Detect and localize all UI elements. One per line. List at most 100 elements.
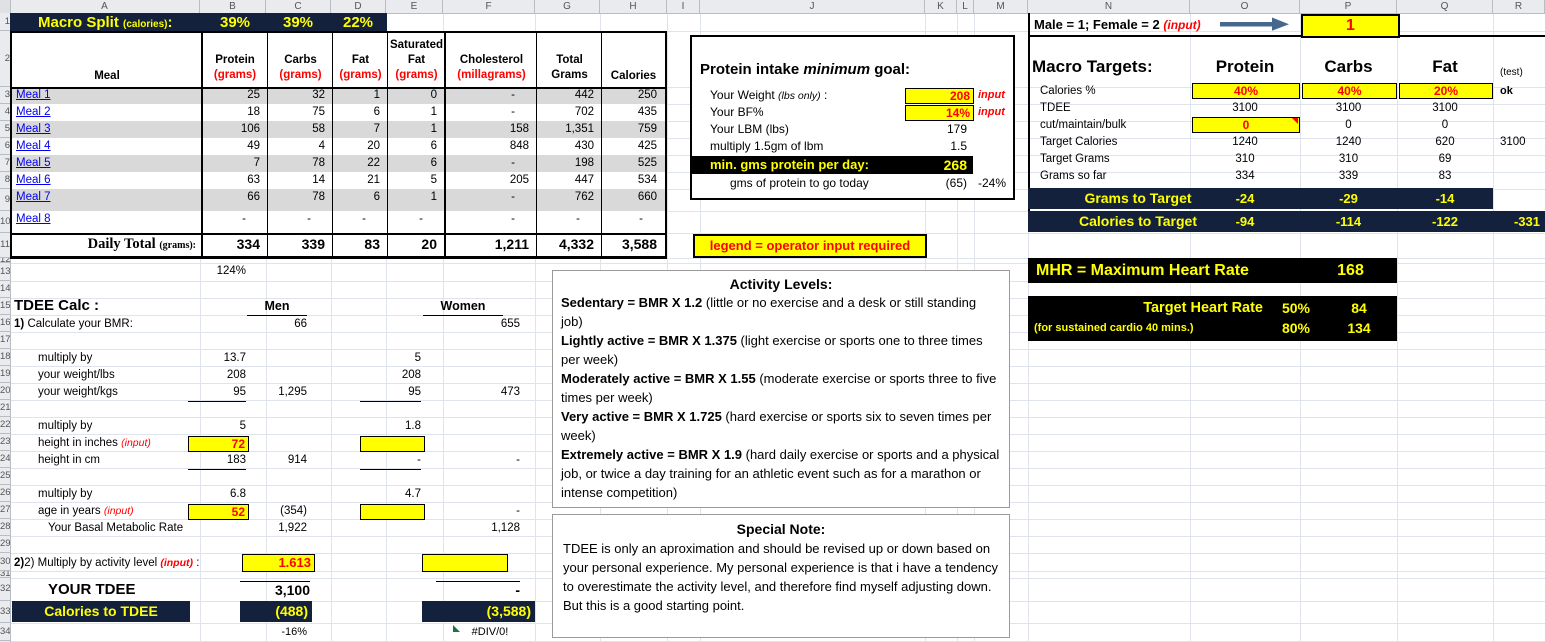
row-header-25[interactable]: 25 <box>0 468 10 485</box>
column-header-R[interactable]: R <box>1493 0 1545 13</box>
pct-of-goal: 124% <box>216 265 246 277</box>
grid-line <box>1397 13 1398 642</box>
column-header-P[interactable]: P <box>1300 0 1397 13</box>
tdee-row-value: 5 <box>239 420 246 432</box>
row-header-20[interactable]: 20 <box>0 383 10 400</box>
special-note-box: Special Note: TDEE is only an aproximati… <box>552 514 1010 638</box>
height-inches-input-women[interactable] <box>360 436 425 452</box>
grid-line <box>10 211 1545 212</box>
row-header-1[interactable]: 1 <box>0 13 10 31</box>
column-header-J[interactable]: J <box>700 0 925 13</box>
row-header-30[interactable]: 30 <box>0 553 10 571</box>
grid-line <box>331 13 332 642</box>
row-header-26[interactable]: 26 <box>0 485 10 502</box>
column-header-H[interactable]: H <box>600 0 667 13</box>
column-header-G[interactable]: G <box>535 0 600 13</box>
column-header-I[interactable]: I <box>667 0 700 13</box>
column-header-N[interactable]: N <box>1028 0 1190 13</box>
thr-bpm-84: 84 <box>1351 300 1367 316</box>
min-protein-value: 268 <box>943 157 967 173</box>
row-header-15[interactable]: 15 <box>0 298 10 315</box>
legend-box: legend = operator input required <box>693 234 927 258</box>
weight-input[interactable]: 208 <box>905 88 974 104</box>
meal-calories-cell: 250 <box>637 89 657 101</box>
row-header-21[interactable]: 21 <box>0 400 10 417</box>
row-header-33[interactable]: 33 <box>0 601 10 623</box>
row-header-16[interactable]: 16 <box>0 315 10 332</box>
column-header-C[interactable]: C <box>266 0 331 13</box>
meal-link[interactable]: Meal 6 <box>16 174 51 186</box>
meal-protein-cell: 7 <box>253 157 260 169</box>
column-header-K[interactable]: K <box>925 0 957 13</box>
age-input-women[interactable] <box>360 504 425 520</box>
grams-to-target-fat: -14 <box>1435 191 1455 206</box>
row-header-28[interactable]: 28 <box>0 519 10 536</box>
row-header-32[interactable]: 32 <box>0 578 10 601</box>
row-header-29[interactable]: 29 <box>0 536 10 553</box>
calories-pct-protein-input[interactable]: 40% <box>1192 83 1300 99</box>
row-header-11[interactable]: 11 <box>0 233 10 258</box>
column-header-L[interactable]: L <box>957 0 974 13</box>
row-header-19[interactable]: 19 <box>0 366 10 383</box>
row-header-strip: 1234567891011121314151617181920212223242… <box>0 13 11 642</box>
row-header-27[interactable]: 27 <box>0 502 10 519</box>
tdee-row-value: 95 <box>188 384 246 402</box>
select-all-corner[interactable] <box>0 0 11 13</box>
column-header-B[interactable]: B <box>200 0 266 13</box>
meal-carbs-cell: 14 <box>312 174 325 186</box>
height-inches-input[interactable]: 72 <box>188 436 249 452</box>
thr-sub-label: (for sustained cardio 40 mins.) <box>1034 322 1194 334</box>
row-header-34[interactable]: 34 <box>0 623 10 641</box>
calories-to-target-fat: -122 <box>1431 214 1459 229</box>
column-header-A[interactable]: A <box>10 0 200 13</box>
column-header-D[interactable]: D <box>331 0 386 13</box>
meal-link[interactable]: Meal 7 <box>16 191 51 203</box>
column-header-Q[interactable]: Q <box>1397 0 1493 13</box>
row-header-6[interactable]: 6 <box>0 138 10 155</box>
column-header-F[interactable]: F <box>443 0 535 13</box>
row-header-4[interactable]: 4 <box>0 104 10 121</box>
row-header-14[interactable]: 14 <box>0 281 10 298</box>
meal-fat-cell: - <box>362 213 366 225</box>
tdee-row-value: (354) <box>280 505 307 517</box>
row-header-5[interactable]: 5 <box>0 121 10 138</box>
activity-level-input-women[interactable] <box>422 554 508 572</box>
row-header-13[interactable]: 13 <box>0 263 10 281</box>
row-header-2[interactable]: 2 <box>0 31 10 87</box>
meal-link[interactable]: Meal 4 <box>16 140 51 152</box>
row-header-12[interactable]: 12 <box>0 258 10 263</box>
column-header-O[interactable]: O <box>1190 0 1300 13</box>
daily-total-carbs: 339 <box>301 236 325 252</box>
macro-split-colon: : <box>167 14 173 31</box>
mhr-label: MHR = Maximum Heart Rate <box>1036 262 1249 279</box>
row-header-23[interactable]: 23 <box>0 434 10 451</box>
calories-pct-fat-input[interactable]: 20% <box>1399 83 1493 99</box>
row-header-22[interactable]: 22 <box>0 417 10 434</box>
meal-link[interactable]: Meal 8 <box>16 213 51 225</box>
meal-link[interactable]: Meal 2 <box>16 106 51 118</box>
row-header-10[interactable]: 10 <box>0 211 10 233</box>
meal-total_grams-cell: 702 <box>574 106 594 118</box>
meal-link[interactable]: Meal 1 <box>16 89 51 101</box>
gender-input[interactable]: 1 <box>1301 14 1400 38</box>
row-header-31[interactable]: 31 <box>0 571 10 578</box>
row-header-3[interactable]: 3 <box>0 87 10 104</box>
row-header-24[interactable]: 24 <box>0 451 10 468</box>
age-input[interactable]: 52 <box>188 504 249 520</box>
row-header-7[interactable]: 7 <box>0 155 10 172</box>
row-header-18[interactable]: 18 <box>0 349 10 366</box>
column-header-M[interactable]: M <box>974 0 1028 13</box>
row-header-8[interactable]: 8 <box>0 172 10 189</box>
meal-link[interactable]: Meal 5 <box>16 157 51 169</box>
bf-input[interactable]: 14% <box>905 105 974 121</box>
calories-pct-carbs-input[interactable]: 40% <box>1302 83 1397 99</box>
comment-indicator-icon <box>1292 118 1298 124</box>
error-indicator-icon <box>453 625 460 632</box>
cmb-protein-input[interactable]: 0 <box>1192 117 1300 133</box>
row-header-17[interactable]: 17 <box>0 332 10 349</box>
column-header-E[interactable]: E <box>386 0 443 13</box>
row-header-9[interactable]: 9 <box>0 189 10 211</box>
table-border <box>444 33 446 256</box>
activity-level-input[interactable]: 1.613 <box>242 554 315 572</box>
meal-link[interactable]: Meal 3 <box>16 123 51 135</box>
